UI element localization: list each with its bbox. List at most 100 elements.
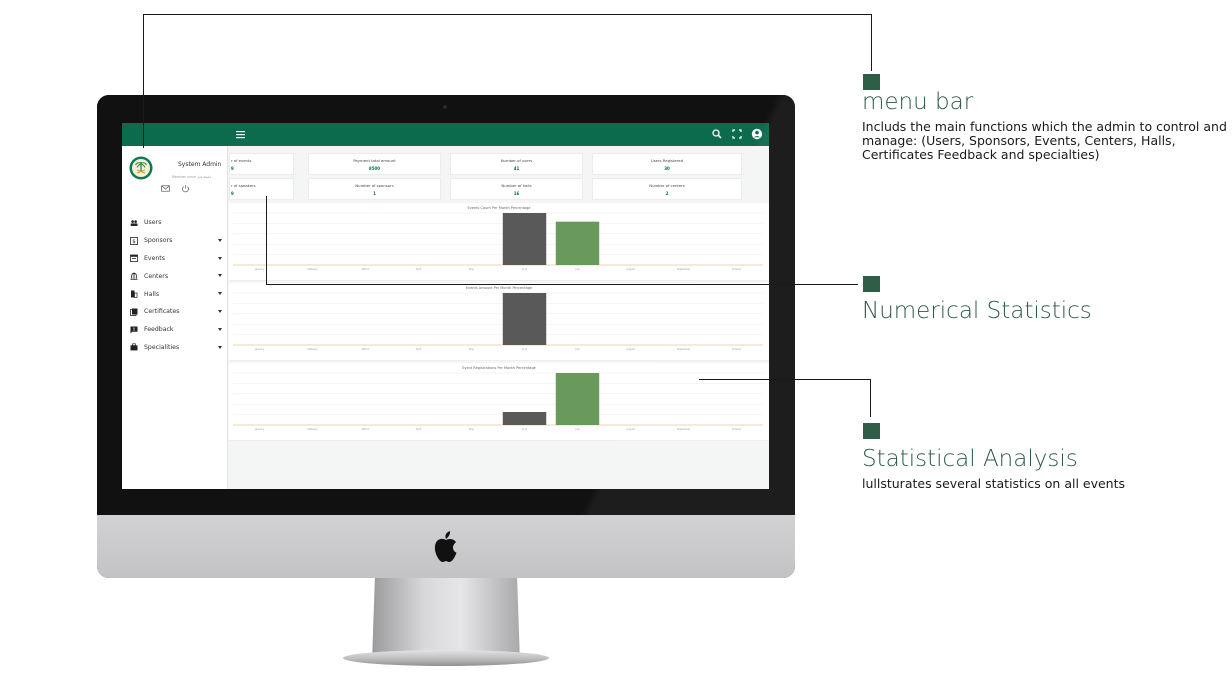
chevron-down-icon bbox=[218, 309, 222, 313]
stat-card-sponsors: Number of sponsors 1 bbox=[308, 178, 441, 200]
chevron-down-icon bbox=[218, 345, 222, 349]
numerical-statistics-title: Numerical Statistics bbox=[862, 298, 1092, 324]
x-tick-label: June bbox=[521, 268, 528, 271]
imac-stand-base bbox=[343, 650, 549, 666]
monitor-chin bbox=[97, 515, 795, 578]
x-tick-label: January bbox=[254, 348, 265, 351]
x-tick-label: June bbox=[521, 428, 528, 431]
connector-line bbox=[870, 379, 871, 417]
x-tick-label: May bbox=[469, 428, 475, 431]
stat-card-halls: Number of halls 16 bbox=[450, 178, 583, 200]
briefcase-icon bbox=[130, 343, 138, 351]
connector-line bbox=[266, 196, 267, 285]
stat-card-centers: Number of centers 2 bbox=[592, 178, 742, 200]
chart-title: Events Count Per Month Percentage bbox=[467, 206, 531, 210]
mail-icon[interactable] bbox=[161, 184, 170, 193]
x-tick-label: February bbox=[307, 428, 318, 431]
dollar-icon: $ bbox=[130, 236, 138, 245]
chart-bar bbox=[555, 221, 600, 265]
imac-monitor: System Admin Member since دقيقة قبل bbox=[97, 95, 795, 578]
user-account-icon[interactable] bbox=[751, 128, 763, 140]
menu-bar-description: Includs the main functions which the adm… bbox=[862, 119, 1227, 162]
x-tick-label: August bbox=[626, 428, 634, 431]
chart-bar bbox=[555, 373, 600, 425]
hamburger-menu-icon[interactable] bbox=[235, 129, 246, 140]
chevron-down-icon bbox=[218, 238, 222, 242]
x-tick-label: April bbox=[416, 348, 422, 351]
callout-marker bbox=[863, 276, 880, 292]
chart-bar bbox=[502, 213, 547, 265]
certificate-icon bbox=[130, 308, 138, 316]
chart-plot: January February March April May June July Augu… bbox=[233, 212, 763, 271]
svg-text:$: $ bbox=[132, 239, 136, 245]
sidebar-item-label: Centers bbox=[144, 272, 169, 280]
chevron-down-icon bbox=[218, 256, 222, 260]
x-tick-label: March bbox=[362, 348, 370, 351]
users-icon bbox=[130, 220, 138, 226]
bank-icon bbox=[130, 272, 138, 280]
connector-line bbox=[266, 284, 858, 285]
x-tick-label: April bbox=[416, 428, 422, 431]
connector-line bbox=[143, 14, 144, 148]
building-icon bbox=[131, 290, 138, 298]
callout-marker bbox=[863, 74, 880, 90]
connector-line bbox=[143, 14, 871, 15]
x-tick-label: July bbox=[574, 428, 580, 431]
admin-name: System Admin bbox=[178, 161, 222, 168]
sidebar-item-label: Certificates bbox=[144, 308, 180, 316]
fullscreen-icon[interactable] bbox=[731, 128, 743, 140]
sidebar-item-label: Events bbox=[144, 254, 165, 262]
chart-plot: January February March April May June July Augu… bbox=[233, 292, 763, 351]
camera bbox=[443, 105, 447, 109]
chevron-down-icon bbox=[218, 292, 222, 296]
chevron-down-icon bbox=[218, 327, 222, 331]
x-tick-label: September bbox=[677, 348, 690, 351]
x-tick-label: October bbox=[732, 428, 742, 431]
sidebar-item-centers[interactable]: Centers bbox=[122, 267, 228, 285]
dashboard-content: r of events 9 Payment total amount 8500 … bbox=[229, 146, 769, 489]
search-icon[interactable] bbox=[711, 128, 723, 140]
x-tick-label: October bbox=[732, 268, 742, 271]
top-bar bbox=[122, 123, 769, 146]
sidebar-item-users[interactable]: Users bbox=[122, 214, 228, 232]
x-tick-label: January bbox=[254, 428, 265, 431]
chart-title: Events Amount Per Month Percentage bbox=[465, 286, 533, 290]
sidebar-item-certificates[interactable]: Certificates bbox=[122, 303, 228, 321]
x-tick-label: March bbox=[362, 268, 370, 271]
stat-card-payment: Payment total amount 8500 bbox=[308, 153, 441, 175]
x-tick-label: July bbox=[574, 348, 580, 351]
sidebar-item-label: Users bbox=[144, 219, 162, 227]
imac-stand bbox=[372, 576, 520, 662]
sidebar-item-feedback[interactable]: Feedback bbox=[122, 321, 228, 339]
events-amount-chart: Events Amount Per Month Percentage Janua… bbox=[229, 283, 769, 361]
screen: System Admin Member since دقيقة قبل bbox=[122, 123, 769, 489]
event-registrations-chart: Event Registrations Per Month Percentage… bbox=[229, 363, 769, 441]
sidebar-item-label: Feedback bbox=[144, 326, 174, 334]
stat-card-events: r of events 9 bbox=[229, 153, 294, 175]
x-tick-label: February bbox=[307, 348, 318, 351]
calendar-icon bbox=[130, 255, 138, 263]
x-tick-label: January bbox=[254, 268, 265, 271]
statistical-analysis-title: Statistical Analysis bbox=[862, 446, 1078, 472]
sidebar-item-specialities[interactable]: Specialities bbox=[122, 339, 228, 357]
chart-title: Event Registrations Per Month Percentage bbox=[462, 366, 536, 370]
x-tick-label: May bbox=[469, 268, 475, 271]
profile-panel: System Admin Member since دقيقة قبل bbox=[122, 146, 228, 208]
power-icon[interactable] bbox=[181, 184, 190, 193]
sidebar-item-label: Specialities bbox=[144, 343, 180, 351]
callout-marker bbox=[863, 423, 880, 439]
stat-card-registered: Users Registered 30 bbox=[592, 153, 742, 175]
sidebar-item-events[interactable]: Events bbox=[122, 250, 228, 268]
x-tick-label: February bbox=[307, 268, 318, 271]
statistical-analysis-description: lullsturates several statistics on all e… bbox=[862, 476, 1126, 491]
apple-logo-icon bbox=[434, 530, 457, 562]
sidebar-item-sponsors[interactable]: $ Sponsors bbox=[122, 232, 228, 250]
x-tick-label: April bbox=[416, 268, 422, 271]
organization-logo bbox=[129, 156, 153, 180]
feedback-icon bbox=[130, 326, 138, 334]
x-tick-label: September bbox=[677, 268, 690, 271]
admin-subtitle: Member since دقيقة قبل bbox=[172, 175, 211, 179]
sidebar-item-label: Sponsors bbox=[144, 237, 173, 245]
sidebar-item-halls[interactable]: Halls bbox=[122, 285, 228, 303]
chart-bar bbox=[502, 412, 547, 425]
